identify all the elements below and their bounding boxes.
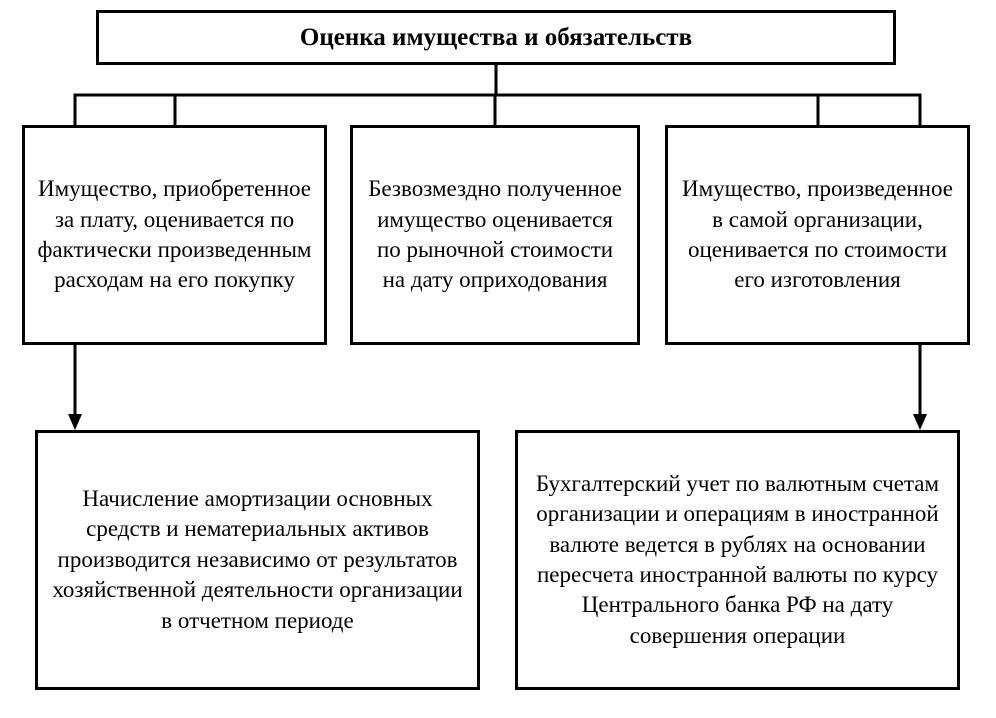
title-box: Оценка имущества и обязательств [96, 10, 896, 65]
bottom-box-right: Бухгалтерский учет по валютным счетам ор… [515, 430, 960, 690]
bottom-box-left: Начисление амортизации основных средств … [35, 430, 480, 690]
mid-center-text: Безвозмездно полученное имущество оценив… [365, 174, 625, 295]
bottom-left-text: Начисление амортизации основных средств … [50, 484, 465, 636]
bottom-right-text: Бухгалтерский учет по валютным счетам ор… [530, 469, 945, 651]
diagram-canvas: Оценка имущества и обязательств Имуществ… [0, 0, 996, 718]
mid-right-text: Имущество, произведенное в самой организ… [680, 174, 955, 295]
title-text: Оценка имущества и обязательств [300, 21, 692, 54]
mid-left-text: Имущество, приобретенное за плату, оцени… [37, 174, 312, 295]
mid-box-left: Имущество, приобретенное за плату, оцени… [22, 125, 327, 345]
mid-box-right: Имущество, произведенное в самой организ… [665, 125, 970, 345]
mid-box-center: Безвозмездно полученное имущество оценив… [350, 125, 640, 345]
